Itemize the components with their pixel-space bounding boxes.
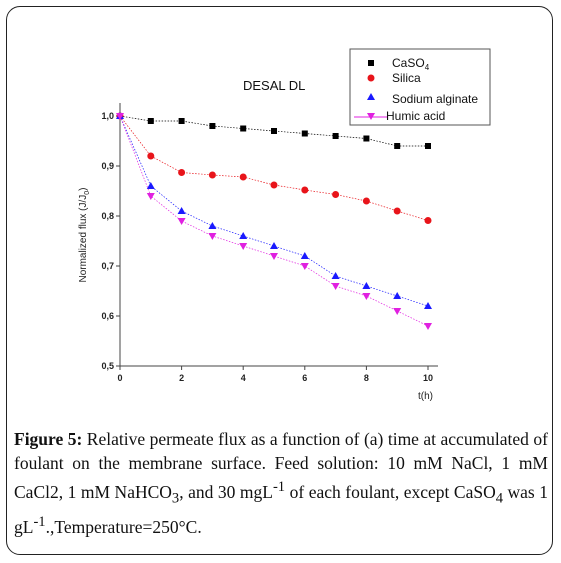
data-point <box>208 233 217 240</box>
data-point <box>270 181 278 189</box>
legend-item-humic-acid: Humic acid <box>354 109 445 123</box>
y-tick-label: 0,6 <box>101 311 114 321</box>
data-point <box>116 113 124 120</box>
data-point <box>424 217 432 224</box>
y-tick-label: 0,9 <box>101 161 114 171</box>
x-tick-label: 4 <box>241 373 246 383</box>
legend-marker-sodium-alginate <box>367 93 375 100</box>
caption-text-2: , and 30 mgL <box>179 481 273 502</box>
data-point <box>209 123 216 129</box>
flux-chart: 0,5 0,6 0,7 0,8 0,9 1,0 0 2 4 6 8 10 DESAL DL Norm… <box>78 48 491 402</box>
data-point <box>300 263 309 270</box>
x-tick-label: 8 <box>364 373 369 383</box>
y-tick-label: 1,0 <box>101 111 114 121</box>
data-point <box>394 143 401 149</box>
series-line <box>119 115 429 307</box>
legend-item-silica: Silica <box>367 71 421 85</box>
caption-text-1: Relative permeate flux as a function of … <box>14 429 548 502</box>
caption-text-5: .,Temperature=250°C. <box>45 517 202 538</box>
data-point <box>424 302 432 309</box>
data-point <box>332 191 340 198</box>
data-point <box>270 242 278 249</box>
caption-sub-2: 4 <box>495 490 504 507</box>
data-point <box>147 152 155 160</box>
data-point <box>208 222 217 229</box>
figure-caption: Figure 5: Relative permeate flux as a fu… <box>14 427 548 539</box>
data-point <box>331 283 340 290</box>
data-point <box>301 186 309 194</box>
data-point <box>177 218 186 225</box>
legend-label-sodium-alginate: Sodium alginate <box>392 92 478 106</box>
y-tick-label: 0,7 <box>101 261 114 271</box>
x-ticks: 0 2 4 6 8 10 <box>117 366 433 383</box>
x-axis-label: t(h) <box>418 391 433 402</box>
legend-label-humic-acid: Humic acid <box>386 109 445 123</box>
data-point <box>362 293 371 300</box>
data-point <box>239 243 248 250</box>
caption-sup-2: -1 <box>33 514 46 531</box>
data-point <box>332 133 339 139</box>
legend: CaSO4 Silica Sodium alginate Humic acid <box>349 48 491 126</box>
x-tick-label: 6 <box>302 373 307 383</box>
caption-text-4: was 1 gL <box>14 481 549 538</box>
caption-sub-1: 3 <box>171 490 180 507</box>
data-point <box>146 193 155 200</box>
data-point <box>239 232 248 239</box>
legend-label-caso4: CaSO4 <box>392 56 430 72</box>
data-point <box>331 272 340 279</box>
data-point <box>393 207 401 215</box>
series-humic-acid <box>116 113 432 330</box>
data-point <box>425 143 431 149</box>
data-point <box>393 308 402 315</box>
y-ticks: 0,5 0,6 0,7 0,8 0,9 1,0 <box>101 111 120 371</box>
legend-marker-caso4 <box>368 60 374 66</box>
data-point <box>363 135 370 142</box>
plot-area <box>119 103 438 367</box>
x-tick-label: 0 <box>117 373 122 383</box>
legend-marker-silica <box>367 74 375 82</box>
data-point <box>239 173 247 181</box>
data-point <box>271 128 277 134</box>
caption-sup-1: -1 <box>272 479 286 495</box>
legend-item-sodium-alginate: Sodium alginate <box>367 92 478 106</box>
series-line <box>119 115 429 327</box>
data-point <box>362 282 371 289</box>
data-point <box>240 125 247 132</box>
data-point <box>362 197 370 205</box>
y-tick-label: 0,8 <box>101 211 114 221</box>
data-point <box>177 207 186 214</box>
data-point <box>424 323 432 330</box>
y-axis-label: Normalized flux (J/J0) <box>78 187 91 282</box>
caption-text-3: of each foulant, except CaSO <box>285 481 496 502</box>
series-caso <box>117 113 431 149</box>
data-point <box>208 171 216 179</box>
legend-label-silica: Silica <box>392 71 421 85</box>
legend-item-caso4: CaSO4 <box>368 56 430 72</box>
y-tick-label: 0,5 <box>101 361 114 371</box>
data-point <box>300 252 309 259</box>
series-layer <box>116 112 432 330</box>
chart-title: DESAL DL <box>243 78 305 93</box>
x-tick-label: 10 <box>423 373 433 383</box>
caption-label: Figure 5: <box>14 429 83 449</box>
series-line <box>119 115 428 147</box>
series-sodium-alginate <box>116 112 432 309</box>
data-point <box>146 182 155 189</box>
data-point <box>393 292 402 299</box>
data-point <box>270 253 278 260</box>
data-point <box>147 118 154 124</box>
data-point <box>178 169 186 176</box>
x-tick-label: 2 <box>179 373 184 383</box>
data-point <box>178 118 185 124</box>
legend-marker-humic-acid <box>367 113 375 120</box>
data-point <box>301 130 308 137</box>
